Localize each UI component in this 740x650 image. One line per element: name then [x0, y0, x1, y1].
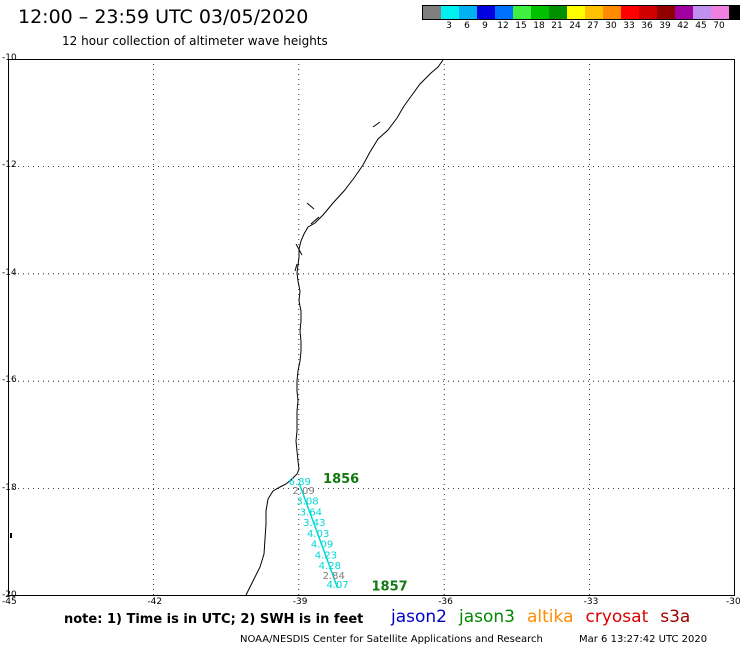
- legend-swatch: [693, 6, 711, 19]
- latitude-label: -16: [2, 375, 17, 386]
- legend-swatch: [531, 6, 549, 19]
- satellite-legend: jason2 jason3 altika cryosat s3a: [391, 607, 702, 627]
- wave-height-label: 2.09: [293, 486, 315, 497]
- wave-height-label: 4.07: [326, 580, 348, 591]
- legend-swatch-label: [422, 21, 440, 31]
- credit-text: NOAA/NESDIS Center for Satellite Applica…: [240, 634, 543, 645]
- coast-fragment: [10, 533, 12, 538]
- wave-height-label: 4.23: [315, 550, 337, 561]
- legend-swatch-label: [728, 21, 740, 31]
- longitude-label: -45: [2, 597, 17, 607]
- legend-swatch-label: 12: [497, 21, 509, 31]
- legend-swatch: [441, 6, 459, 19]
- satellite-name: jason3: [459, 607, 515, 627]
- legend-swatch: [513, 6, 531, 19]
- wave-height-label: 6.89: [289, 477, 311, 488]
- legend-swatch-label: 3: [446, 21, 452, 31]
- legend-swatch-label: 30: [605, 21, 617, 31]
- longitude-label: -33: [583, 597, 599, 607]
- legend-swatch-label: 27: [587, 21, 599, 31]
- legend-swatch-label: 18: [533, 21, 545, 31]
- legend-swatch: [549, 6, 567, 19]
- altimeter-track: [299, 484, 339, 589]
- wave-height-label: 2.84: [323, 571, 345, 582]
- legend-swatch: [495, 6, 513, 19]
- legend-swatch: [603, 6, 621, 19]
- wave-height-label: 4.03: [307, 529, 329, 540]
- longitude-label: -42: [147, 597, 163, 607]
- wave-height-label: 3.43: [303, 518, 325, 529]
- wave-height-label: 3.08: [296, 497, 318, 508]
- legend-swatch: [423, 6, 441, 19]
- legend-swatch-label: 42: [677, 21, 689, 31]
- legend-swatch-label: 33: [623, 21, 635, 31]
- wave-height-label: 4.09: [311, 540, 333, 551]
- legend-swatch: [621, 6, 639, 19]
- satellite-name: cryosat: [585, 607, 649, 627]
- latitude-label: -20: [2, 590, 17, 600]
- legend-swatch-label: 15: [515, 21, 527, 31]
- chart-subtitle: 12 hour collection of altimeter wave hei…: [62, 34, 328, 48]
- legend-swatch: [459, 6, 477, 19]
- estuary-mark: [295, 243, 303, 256]
- wave-height-label: 3.64: [300, 507, 322, 518]
- latitude-label: -10: [2, 53, 17, 63]
- satellite-name: altika: [527, 607, 574, 627]
- longitude-label: -30: [726, 597, 740, 607]
- legend-swatch-label: 21: [551, 21, 563, 31]
- estuary-mark: [372, 121, 381, 128]
- legend-swatch: [657, 6, 675, 19]
- pass-time-label: 1857: [372, 580, 408, 595]
- map-plot: 6.892.093.083.643.434.034.094.234.282.84…: [8, 59, 735, 596]
- estuary-mark: [306, 202, 315, 210]
- generation-timestamp: Mar 6 13:27:42 UTC 2020: [579, 634, 708, 645]
- wave-height-label: 4.28: [319, 561, 341, 572]
- footer-note: note: 1) Time is in UTC; 2) SWH is in fe…: [64, 612, 364, 627]
- legend-swatch: [567, 6, 585, 19]
- chart-title: 12:00 – 23:59 UTC 03/05/2020: [18, 6, 309, 28]
- latitude-label: -14: [2, 267, 17, 278]
- longitude-label: -36: [438, 597, 453, 607]
- map-border: [8, 59, 735, 596]
- legend-swatch-label: 39: [659, 21, 671, 31]
- estuary-mark: [294, 263, 298, 272]
- pass-time-label: 1856: [323, 472, 359, 487]
- satellite-name: jason2: [391, 607, 447, 627]
- legend-swatch: [477, 6, 495, 19]
- legend-swatch: [729, 6, 740, 19]
- latitude-label: -12: [2, 160, 17, 171]
- longitude-label: -39: [292, 597, 308, 607]
- legend-swatch-label: 45: [695, 21, 707, 31]
- legend-swatch: [639, 6, 657, 19]
- satellite-name: s3a: [660, 607, 691, 627]
- legend-swatch-label: 6: [464, 21, 470, 31]
- legend-swatch: [585, 6, 603, 19]
- legend-swatch-label: 24: [569, 21, 581, 31]
- legend-swatch-label: 70: [713, 21, 725, 31]
- estuary-mark: [310, 216, 320, 225]
- legend-swatch-label: 9: [482, 21, 488, 31]
- legend-swatch: [675, 6, 693, 19]
- legend-swatch-label: 36: [641, 21, 653, 31]
- legend-swatch: [711, 6, 729, 19]
- latitude-label: -18: [2, 482, 17, 493]
- color-scale-legend: [422, 5, 740, 20]
- coastline: [245, 59, 444, 596]
